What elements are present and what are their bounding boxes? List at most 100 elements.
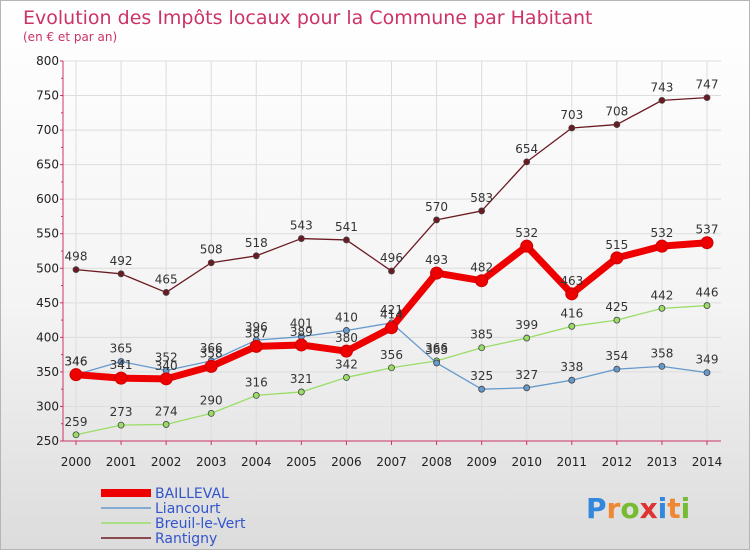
data-point-bailleval bbox=[475, 274, 489, 288]
data-label-liancourt: 358 bbox=[650, 346, 673, 360]
data-point-liancourt bbox=[568, 376, 576, 384]
x-tick-label: 2013 bbox=[647, 455, 678, 469]
x-tick-label: 2001 bbox=[106, 455, 137, 469]
data-point-bailleval bbox=[430, 266, 444, 280]
data-point-breuil-le-vert bbox=[252, 391, 260, 399]
data-label-rantigny: 743 bbox=[650, 80, 673, 94]
data-label-rantigny: 543 bbox=[290, 219, 313, 233]
data-point-bailleval bbox=[655, 239, 669, 253]
data-label-breuil-le-vert: 416 bbox=[560, 306, 583, 320]
x-tick-label: 2004 bbox=[241, 455, 272, 469]
data-label-bailleval: 482 bbox=[470, 261, 493, 275]
data-point-bailleval bbox=[204, 359, 218, 373]
x-tick-label: 2014 bbox=[692, 455, 723, 469]
data-label-breuil-le-vert: 290 bbox=[200, 393, 223, 407]
data-label-rantigny: 508 bbox=[200, 243, 223, 257]
data-label-bailleval: 515 bbox=[605, 238, 628, 252]
data-label-breuil-le-vert: 366 bbox=[425, 341, 448, 355]
data-label-liancourt: 354 bbox=[605, 349, 628, 363]
data-label-rantigny: 465 bbox=[155, 272, 178, 286]
data-label-rantigny: 518 bbox=[245, 236, 268, 250]
data-point-breuil-le-vert bbox=[117, 421, 125, 429]
data-point-rantigny bbox=[162, 289, 170, 296]
data-label-breuil-le-vert: 273 bbox=[110, 405, 133, 419]
data-label-liancourt: 346 bbox=[65, 355, 88, 369]
x-tick-label: 2005 bbox=[286, 455, 317, 469]
x-tick-label: 2006 bbox=[331, 455, 362, 469]
series-layer bbox=[69, 94, 714, 439]
data-label-liancourt: 401 bbox=[290, 317, 313, 331]
data-label-breuil-le-vert: 356 bbox=[380, 348, 403, 362]
data-label-breuil-le-vert: 399 bbox=[515, 318, 538, 332]
data-label-liancourt: 396 bbox=[245, 320, 268, 334]
data-label-rantigny: 708 bbox=[605, 105, 628, 119]
axes: 250 300 350 400 450 500 550 600 650 700 750 800 2000… bbox=[36, 54, 722, 469]
x-tick-label: 2000 bbox=[61, 455, 92, 469]
data-label-liancourt: 352 bbox=[155, 351, 178, 365]
legend-label-bailleval: BAILLEVAL bbox=[155, 486, 229, 502]
data-point-breuil-le-vert bbox=[297, 388, 305, 396]
data-point-rantigny bbox=[478, 207, 486, 215]
data-point-liancourt bbox=[523, 384, 531, 392]
x-tick-label: 2010 bbox=[511, 455, 542, 469]
data-label-rantigny: 492 bbox=[110, 254, 133, 268]
data-label-bailleval: 532 bbox=[515, 226, 538, 240]
data-point-breuil-le-vert bbox=[568, 322, 576, 330]
data-point-rantigny bbox=[252, 252, 260, 260]
data-point-bailleval bbox=[114, 371, 128, 385]
data-label-breuil-le-vert: 442 bbox=[650, 288, 673, 302]
data-point-liancourt bbox=[433, 359, 440, 367]
legend-label-rantigny: Rantigny bbox=[155, 531, 217, 547]
data-point-bailleval bbox=[339, 344, 353, 358]
y-tick-label: 650 bbox=[36, 158, 59, 172]
data-label-breuil-le-vert: 446 bbox=[696, 286, 719, 300]
data-point-rantigny bbox=[297, 235, 305, 242]
data-label-liancourt: 421 bbox=[380, 303, 403, 317]
data-label-rantigny: 747 bbox=[696, 78, 719, 92]
y-tick-label: 350 bbox=[36, 365, 59, 379]
data-point-liancourt bbox=[117, 358, 125, 365]
data-point-bailleval bbox=[385, 321, 398, 335]
x-tick-label: 2009 bbox=[466, 455, 497, 469]
data-point-liancourt bbox=[343, 327, 350, 334]
data-point-breuil-le-vert bbox=[343, 374, 350, 381]
data-point-rantigny bbox=[343, 236, 350, 244]
data-point-rantigny bbox=[433, 216, 440, 224]
data-point-liancourt bbox=[703, 369, 711, 377]
x-tick-label: 2003 bbox=[196, 455, 227, 469]
data-point-bailleval bbox=[69, 368, 83, 382]
data-point-liancourt bbox=[658, 362, 666, 370]
chart-subtitle: (en € et par an) bbox=[23, 30, 117, 44]
data-label-bailleval: 358 bbox=[200, 346, 223, 360]
data-label-liancourt: 325 bbox=[470, 369, 493, 383]
proxiti-logo: Proxiti bbox=[586, 492, 690, 525]
data-point-breuil-le-vert bbox=[207, 409, 215, 417]
data-label-breuil-le-vert: 385 bbox=[470, 328, 493, 342]
x-tick-label: 2012 bbox=[602, 455, 633, 469]
data-point-breuil-le-vert bbox=[523, 334, 531, 342]
data-label-liancourt: 338 bbox=[560, 360, 583, 374]
data-label-breuil-le-vert: 316 bbox=[245, 375, 268, 389]
data-label-rantigny: 654 bbox=[515, 142, 538, 156]
data-label-breuil-le-vert: 259 bbox=[65, 415, 88, 429]
data-label-rantigny: 541 bbox=[335, 220, 358, 234]
data-point-rantigny bbox=[658, 96, 666, 104]
data-label-liancourt: 349 bbox=[696, 353, 719, 367]
data-label-bailleval: 414 bbox=[380, 308, 403, 322]
data-point-bailleval bbox=[610, 251, 624, 265]
data-point-breuil-le-vert bbox=[388, 364, 395, 372]
data-label-rantigny: 703 bbox=[560, 108, 583, 122]
data-label-liancourt: 363 bbox=[425, 343, 448, 357]
data-label-bailleval: 493 bbox=[425, 253, 448, 267]
y-tick-label: 600 bbox=[36, 192, 59, 206]
data-point-rantigny bbox=[72, 266, 80, 274]
data-point-liancourt bbox=[613, 365, 621, 373]
data-point-breuil-le-vert bbox=[72, 431, 80, 439]
y-tick-label: 750 bbox=[36, 89, 59, 103]
y-tick-label: 400 bbox=[36, 330, 59, 344]
data-label-bailleval: 340 bbox=[155, 359, 178, 373]
x-tick-label: 2011 bbox=[557, 455, 588, 469]
y-tick-label: 450 bbox=[36, 296, 59, 310]
